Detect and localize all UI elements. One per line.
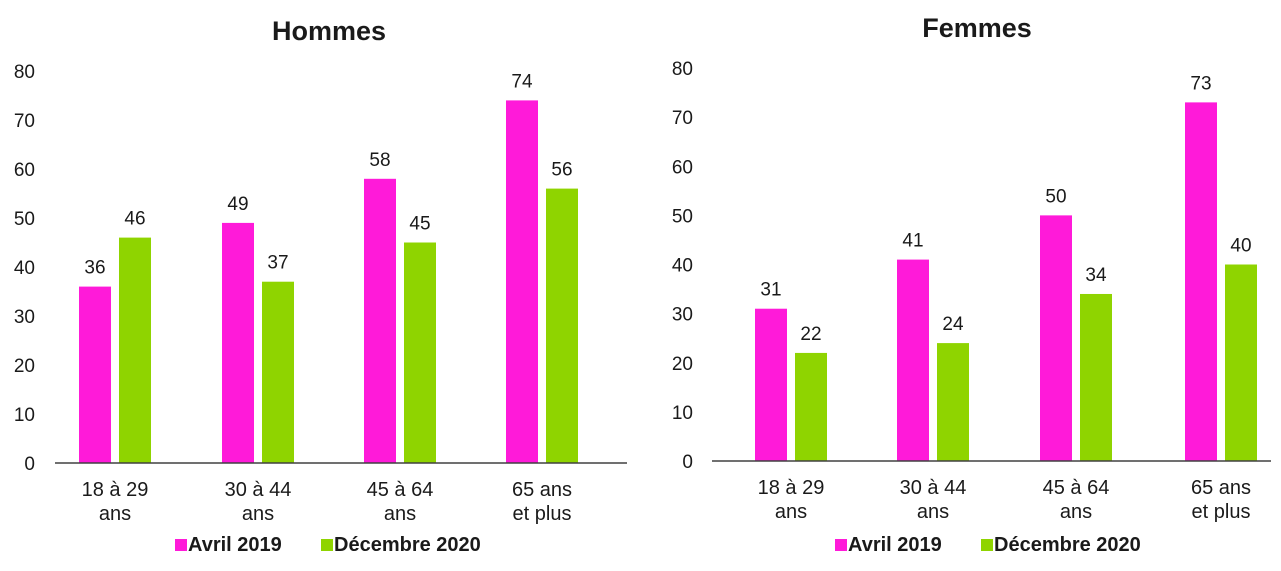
y-tick-label: 80 bbox=[14, 62, 35, 83]
y-tick-label: 50 bbox=[672, 206, 693, 227]
legend-swatch bbox=[835, 539, 847, 551]
data-label: 40 bbox=[1230, 236, 1251, 257]
x-tick-label: 30 à 44 bbox=[900, 477, 967, 499]
bar bbox=[897, 259, 929, 461]
bar bbox=[937, 343, 969, 461]
bar bbox=[1080, 293, 1112, 461]
bar bbox=[546, 188, 578, 463]
x-tick-label: 45 à 64 bbox=[1043, 477, 1110, 499]
bar bbox=[506, 100, 538, 464]
data-label: 34 bbox=[1085, 265, 1107, 286]
data-label: 56 bbox=[551, 160, 572, 181]
bar bbox=[1185, 102, 1217, 461]
data-label: 24 bbox=[942, 314, 964, 335]
y-tick-label: 10 bbox=[14, 405, 35, 426]
y-tick-label: 20 bbox=[14, 356, 35, 377]
x-tick-label: et plus bbox=[1192, 501, 1251, 523]
y-tick-label: 10 bbox=[672, 403, 693, 424]
y-tick-label: 60 bbox=[14, 160, 35, 181]
x-tick-label: et plus bbox=[513, 503, 572, 525]
chart-title: Hommes bbox=[272, 16, 386, 46]
legend-label: Avril 2019 bbox=[188, 534, 282, 556]
y-tick-label: 60 bbox=[672, 157, 693, 178]
x-tick-label: 65 ans bbox=[1191, 477, 1251, 499]
bar bbox=[222, 222, 254, 463]
bar bbox=[404, 242, 436, 463]
chart-title: Femmes bbox=[922, 13, 1032, 43]
legend-swatch bbox=[175, 539, 187, 551]
x-tick-label: 65 ans bbox=[512, 479, 572, 501]
y-tick-label: 70 bbox=[672, 108, 693, 129]
y-tick-label: 0 bbox=[24, 454, 35, 475]
data-label: 22 bbox=[800, 324, 821, 345]
bar bbox=[795, 352, 827, 461]
data-label: 49 bbox=[227, 194, 248, 215]
data-label: 37 bbox=[267, 253, 288, 274]
bar bbox=[119, 237, 151, 463]
data-label: 36 bbox=[84, 258, 105, 279]
y-tick-label: 50 bbox=[14, 209, 35, 230]
bar bbox=[755, 308, 787, 461]
x-tick-label: 30 à 44 bbox=[225, 479, 292, 501]
x-tick-label: ans bbox=[99, 503, 131, 525]
bar bbox=[1225, 264, 1257, 461]
y-tick-label: 40 bbox=[672, 256, 693, 277]
bar bbox=[1040, 215, 1072, 461]
y-tick-label: 30 bbox=[14, 307, 35, 328]
x-tick-label: ans bbox=[1060, 501, 1092, 523]
x-tick-label: ans bbox=[917, 501, 949, 523]
legend-label: Avril 2019 bbox=[848, 534, 942, 556]
y-tick-label: 70 bbox=[14, 111, 35, 132]
bar bbox=[79, 286, 111, 463]
y-tick-label: 20 bbox=[672, 354, 693, 375]
y-tick-label: 30 bbox=[672, 305, 693, 326]
data-label: 74 bbox=[511, 71, 533, 92]
x-tick-label: ans bbox=[384, 503, 416, 525]
data-label: 73 bbox=[1190, 73, 1211, 94]
legend-label: Décembre 2020 bbox=[994, 534, 1141, 556]
data-label: 41 bbox=[902, 231, 923, 252]
legend-label: Décembre 2020 bbox=[334, 534, 481, 556]
data-label: 45 bbox=[409, 214, 430, 235]
data-label: 50 bbox=[1045, 186, 1066, 207]
data-label: 58 bbox=[369, 150, 390, 171]
legend-swatch bbox=[981, 539, 993, 551]
y-tick-label: 0 bbox=[682, 452, 693, 473]
x-tick-label: 18 à 29 bbox=[82, 479, 149, 501]
bar bbox=[262, 281, 294, 463]
y-tick-label: 80 bbox=[672, 59, 693, 80]
x-tick-label: ans bbox=[775, 501, 807, 523]
y-tick-label: 40 bbox=[14, 258, 35, 279]
x-tick-label: ans bbox=[242, 503, 274, 525]
x-tick-label: 45 à 64 bbox=[367, 479, 434, 501]
bar bbox=[364, 178, 396, 464]
x-tick-label: 18 à 29 bbox=[758, 477, 825, 499]
data-label: 46 bbox=[124, 209, 145, 230]
legend-swatch bbox=[321, 539, 333, 551]
data-label: 31 bbox=[760, 280, 781, 301]
